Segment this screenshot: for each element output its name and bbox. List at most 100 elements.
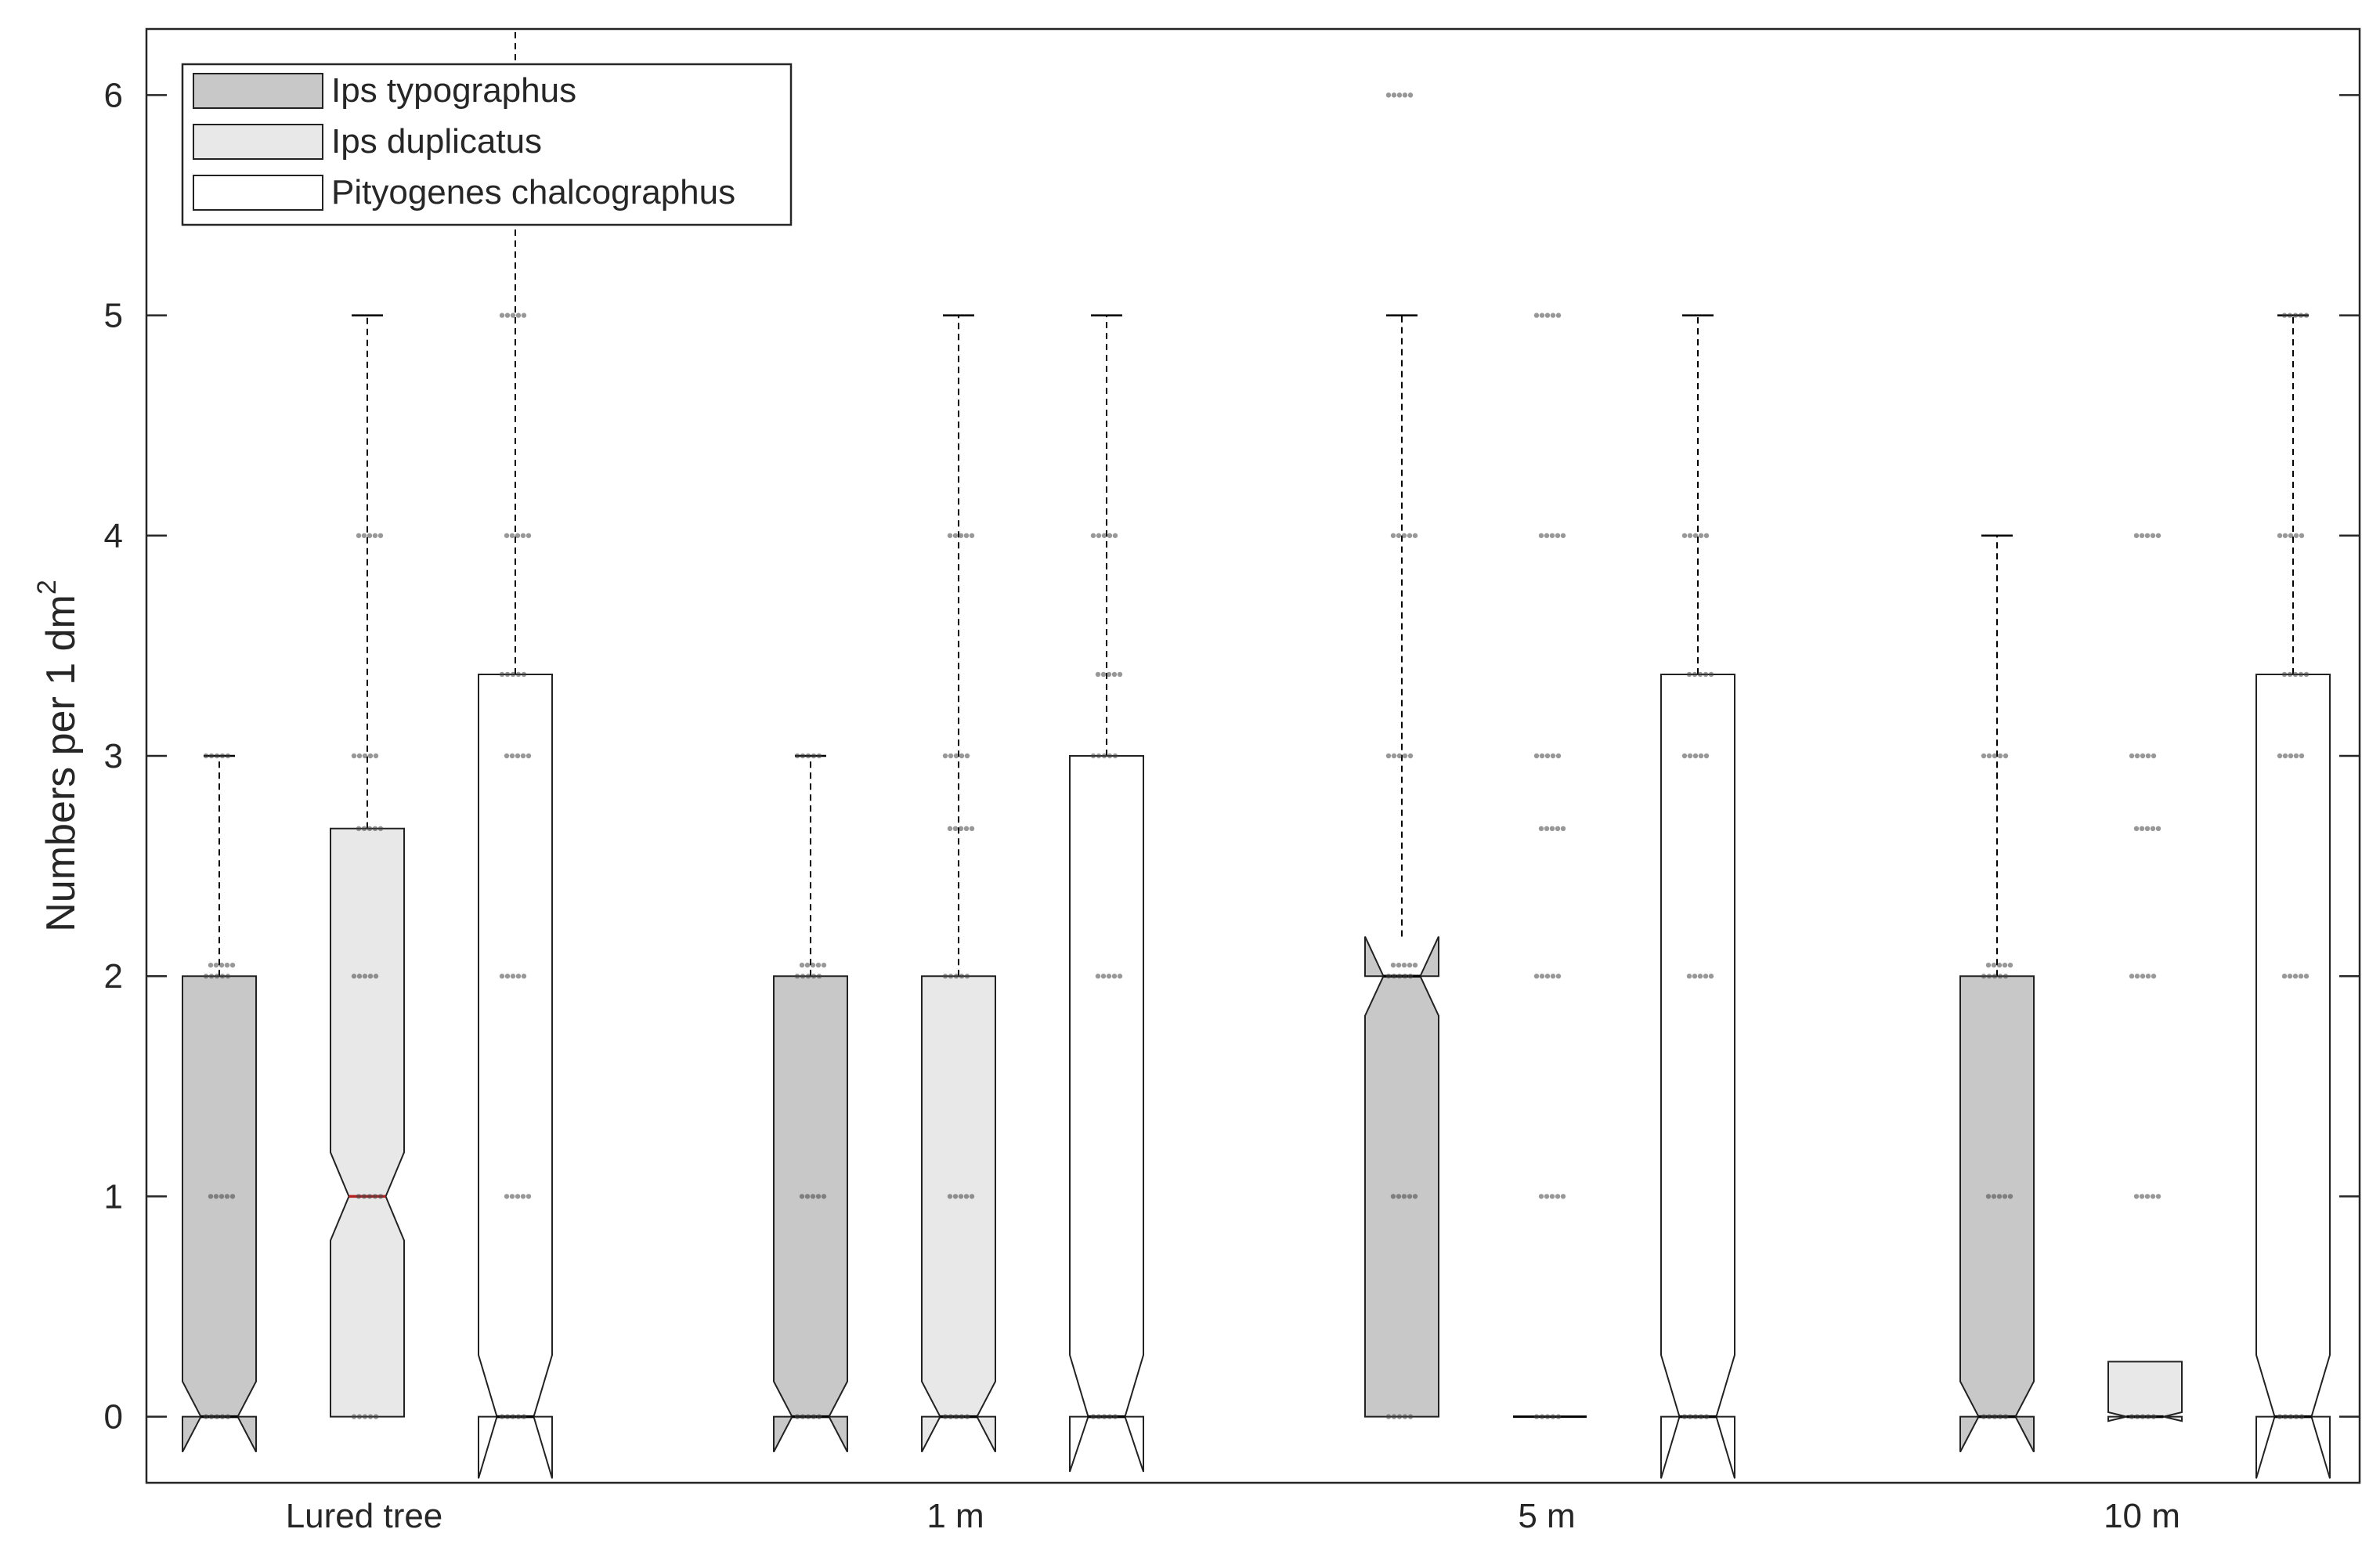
- data-point: [1992, 974, 1998, 979]
- data-point: [1681, 533, 1688, 538]
- data-point: [2134, 753, 2140, 759]
- data-point: [509, 1194, 515, 1199]
- data-point: [1533, 753, 1540, 759]
- data-point: [948, 974, 954, 979]
- data-point: [1549, 826, 1555, 832]
- data-point: [1544, 826, 1550, 832]
- data-point: [1096, 533, 1102, 538]
- data-point: [1407, 962, 1413, 968]
- data-point: [208, 962, 214, 968]
- data-point: [225, 1414, 231, 1419]
- data-point: [1544, 533, 1550, 538]
- data-point: [218, 962, 225, 968]
- legend-label: Ips typographus: [331, 71, 576, 110]
- data-point: [367, 533, 373, 538]
- data-point: [2303, 671, 2310, 678]
- data-point: [2282, 533, 2288, 538]
- data-point: [811, 753, 817, 759]
- data-point: [2293, 753, 2299, 759]
- box-ips-typographus: [1364, 314, 1439, 1418]
- data-point: [816, 974, 822, 979]
- data-point: [1095, 671, 1101, 678]
- data-point: [510, 974, 516, 979]
- data-point: [367, 1194, 373, 1199]
- data-point: [1101, 1414, 1107, 1419]
- y-axis-title: Numbers per 1 dm2: [32, 580, 84, 932]
- data-point: [1981, 753, 1987, 759]
- box-body: [478, 673, 553, 1479]
- data-point: [356, 1194, 362, 1199]
- data-point: [515, 974, 522, 979]
- data-point: [1107, 1414, 1113, 1419]
- data-point: [2140, 974, 2146, 979]
- data-point: [2129, 1414, 2135, 1419]
- data-point: [2144, 826, 2151, 832]
- box-body: [2107, 1361, 2183, 1422]
- data-point: [1555, 533, 1561, 538]
- data-point: [521, 671, 527, 678]
- data-point: [520, 533, 526, 538]
- data-point: [2281, 671, 2288, 678]
- data-point: [1390, 1194, 1396, 1199]
- y-tick-label: 1: [104, 1177, 123, 1216]
- data-point: [1698, 533, 1704, 538]
- data-point: [1997, 974, 2003, 979]
- data-point: [2129, 974, 2135, 979]
- data-point: [1991, 962, 1997, 968]
- data-point: [1550, 974, 1556, 979]
- data-point: [800, 753, 806, 759]
- data-point: [1555, 1414, 1562, 1419]
- data-point: [969, 533, 975, 538]
- x-tick-label: 10 m: [2104, 1497, 2180, 1535]
- data-point: [2298, 671, 2304, 678]
- data-point: [2133, 533, 2140, 538]
- data-point: [2139, 1194, 2145, 1199]
- data-point: [351, 1414, 357, 1419]
- data-point: [2150, 533, 2156, 538]
- data-point: [361, 533, 367, 538]
- data-point: [1106, 671, 1112, 678]
- data-point: [1401, 533, 1407, 538]
- data-point: [2007, 1194, 2013, 1199]
- legend: Ips typographus Ips duplicatus Pityogenes …: [181, 63, 793, 226]
- data-point: [794, 1414, 800, 1419]
- data-point: [1985, 962, 1992, 968]
- data-point: [515, 533, 521, 538]
- data-point: [373, 974, 379, 979]
- data-point: [1687, 1414, 1693, 1419]
- box-ips-duplicatus: [921, 314, 996, 1453]
- box-ips-duplicatus: [330, 314, 405, 1418]
- data-point: [1090, 1414, 1096, 1419]
- data-point: [2288, 1414, 2294, 1419]
- data-point: [816, 753, 822, 759]
- data-point: [2134, 1414, 2140, 1419]
- data-point: [1544, 753, 1551, 759]
- data-point: [225, 753, 231, 759]
- data-point: [959, 974, 965, 979]
- data-point: [947, 533, 953, 538]
- data-point: [804, 962, 811, 968]
- data-point: [805, 1414, 811, 1419]
- data-point: [2145, 753, 2151, 759]
- data-point: [1986, 1414, 1992, 1419]
- data-point: [2144, 533, 2151, 538]
- data-point: [942, 974, 948, 979]
- data-point: [1544, 1414, 1551, 1419]
- data-point: [815, 962, 822, 968]
- data-point: [1101, 533, 1107, 538]
- data-point: [219, 753, 226, 759]
- data-point: [2298, 313, 2304, 318]
- data-point: [1539, 1414, 1545, 1419]
- data-point: [1117, 671, 1123, 678]
- y-tick-label: 4: [104, 517, 123, 555]
- data-point: [1385, 92, 1392, 98]
- data-point: [1396, 92, 1403, 98]
- data-point: [969, 1194, 975, 1199]
- data-point: [1686, 974, 1692, 979]
- data-point: [1550, 753, 1556, 759]
- data-point: [1391, 92, 1397, 98]
- data-point: [810, 1194, 816, 1199]
- data-point: [525, 1194, 532, 1199]
- data-point: [794, 974, 800, 979]
- data-point: [947, 1194, 953, 1199]
